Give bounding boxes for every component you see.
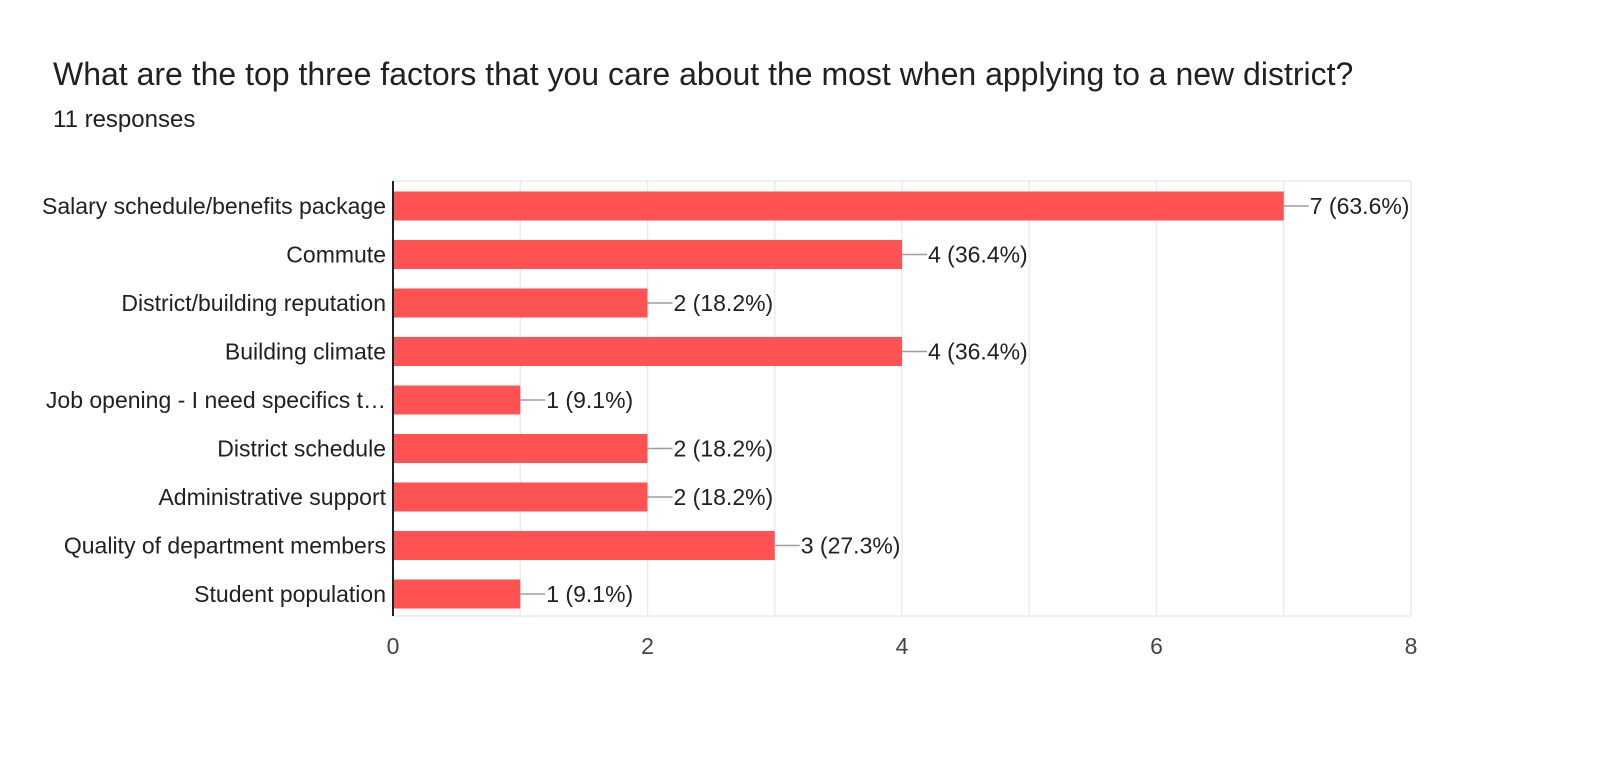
category-label: Student population bbox=[194, 581, 386, 607]
x-tick-label: 2 bbox=[641, 633, 654, 659]
bar bbox=[393, 337, 902, 366]
data-label: 2 (18.2%) bbox=[674, 436, 774, 462]
x-tick-label: 4 bbox=[896, 633, 909, 659]
category-label: Commute bbox=[286, 242, 386, 268]
data-label: 3 (27.3%) bbox=[801, 533, 901, 559]
data-label: 1 (9.1%) bbox=[546, 581, 633, 607]
x-tick-label: 0 bbox=[387, 633, 400, 659]
x-tick-label: 8 bbox=[1405, 633, 1418, 659]
category-label: District/building reputation bbox=[121, 290, 386, 316]
data-label: 7 (63.6%) bbox=[1310, 193, 1410, 219]
bar bbox=[393, 579, 521, 609]
data-label: 2 (18.2%) bbox=[674, 290, 774, 316]
response-count: 11 responses bbox=[53, 106, 196, 133]
data-label: 1 (9.1%) bbox=[546, 387, 633, 413]
bar bbox=[393, 482, 648, 512]
category-label: Building climate bbox=[225, 339, 386, 365]
data-label: 4 (36.4%) bbox=[928, 339, 1028, 365]
bar bbox=[393, 191, 1284, 221]
category-label: District schedule bbox=[217, 436, 386, 462]
bar bbox=[393, 288, 648, 318]
bar bbox=[393, 531, 775, 560]
bar bbox=[393, 385, 521, 415]
category-label: Administrative support bbox=[158, 484, 386, 510]
bar bbox=[393, 240, 902, 269]
category-label: Quality of department members bbox=[64, 533, 386, 559]
data-label: 2 (18.2%) bbox=[674, 484, 774, 510]
bar bbox=[393, 434, 648, 463]
category-label: Salary schedule/benefits package bbox=[42, 193, 386, 219]
page-title: What are the top three factors that you … bbox=[53, 56, 1354, 92]
category-label: Job opening - I need specifics t… bbox=[46, 387, 386, 413]
data-label: 4 (36.4%) bbox=[928, 242, 1028, 268]
x-tick-label: 6 bbox=[1150, 633, 1163, 659]
